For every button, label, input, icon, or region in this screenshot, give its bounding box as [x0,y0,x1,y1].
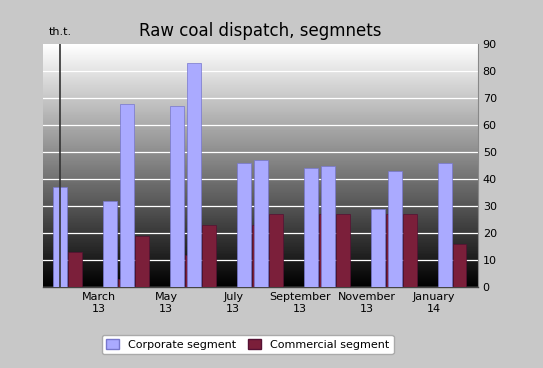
Bar [453,244,466,287]
Bar [68,252,81,287]
Bar [371,209,384,287]
Bar [118,279,131,287]
Bar [319,214,332,287]
Text: th.t.: th.t. [49,27,72,37]
Bar [170,106,184,287]
Bar [255,160,268,287]
Bar [203,225,216,287]
Bar [103,201,117,287]
Bar [252,225,266,287]
Bar [388,171,402,287]
Bar [304,168,318,287]
Bar [438,163,452,287]
Bar [54,187,67,287]
Bar [321,166,335,287]
Title: Raw coal dispatch, segmnets: Raw coal dispatch, segmnets [140,22,382,40]
Bar [185,255,198,287]
Bar [269,214,283,287]
Bar [386,214,400,287]
Bar [403,214,416,287]
Bar [187,63,201,287]
Bar [237,163,250,287]
Bar [336,214,350,287]
Bar [121,103,134,287]
Legend: Corporate segment, Commercial segment: Corporate segment, Commercial segment [102,335,394,354]
Bar [135,236,149,287]
